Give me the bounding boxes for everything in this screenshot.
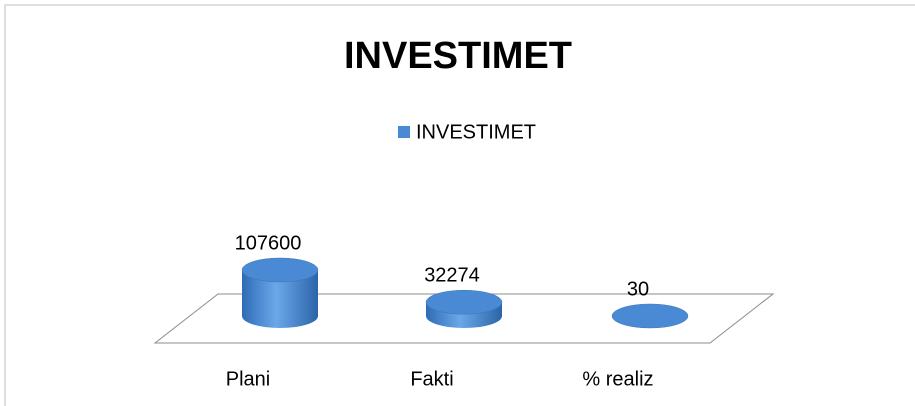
cylinder <box>425 289 503 328</box>
data-label: 30 <box>627 278 649 300</box>
cylinder-top <box>241 257 319 283</box>
x-tick-label: Plani <box>226 368 270 390</box>
cylinder-side <box>242 270 318 328</box>
legend-swatch <box>398 126 410 138</box>
chart-border <box>4 4 915 406</box>
data-label: 32274 <box>424 264 480 286</box>
cylinder <box>611 303 689 329</box>
cylinder-top <box>425 289 503 315</box>
floor <box>153 293 775 344</box>
data-label: 107600 <box>235 232 302 254</box>
cylinder-top <box>611 303 689 329</box>
x-tick-label: Fakti <box>410 368 453 390</box>
x-tick-label: % realiz <box>582 368 653 390</box>
legend-label: INVESTIMET <box>416 121 536 143</box>
chart-title: INVESTIMET <box>344 35 572 77</box>
cylinder <box>241 257 319 328</box>
